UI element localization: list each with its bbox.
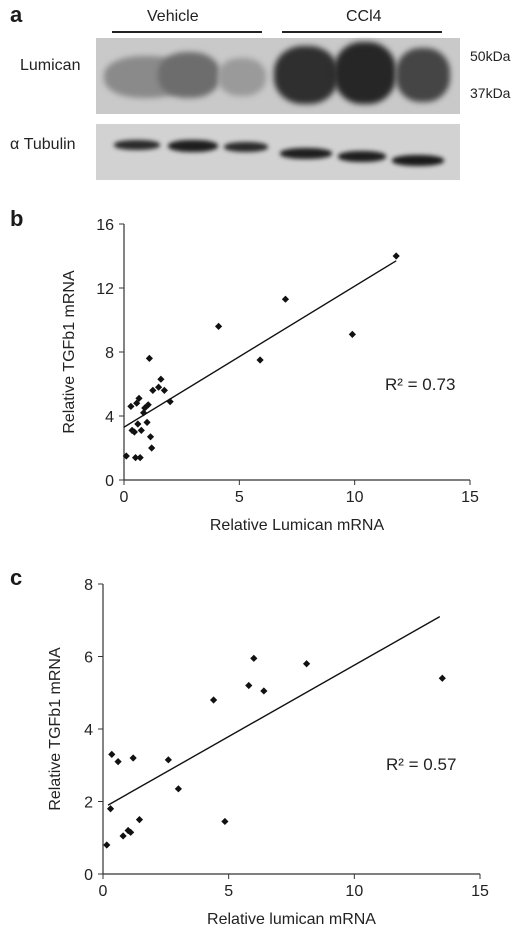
panel-b-letter: b: [10, 206, 24, 231]
data-point: [108, 750, 116, 758]
data-point: [136, 454, 144, 462]
y-tick-label: 12: [96, 281, 114, 298]
x-axis-label: Relative lumican mRNA: [207, 911, 376, 928]
data-point: [106, 805, 115, 813]
vehicle-group-label: Vehicle: [147, 8, 199, 25]
data-point: [157, 375, 165, 383]
data-point: [135, 816, 144, 824]
data-point: [103, 841, 111, 849]
scatter-chart-b: 0 5 10 15 0 4 8 12 16 Relative Lumican mRNA Relati…: [61, 217, 479, 534]
tubulin-row-label: α Tubulin: [10, 136, 76, 153]
data-point: [348, 330, 356, 338]
data-point: [143, 418, 151, 426]
y-tick-label: 0: [105, 473, 114, 490]
data-point: [137, 426, 145, 434]
tubulin-band-2: [168, 140, 218, 152]
data-point: [127, 402, 135, 410]
lumican-band-5: [334, 42, 396, 104]
data-point: [145, 354, 153, 362]
data-point: [114, 758, 122, 766]
y-tick-label: 6: [84, 650, 93, 667]
data-point: [438, 674, 446, 682]
x-axis-label: Relative Lumican mRNA: [210, 517, 385, 534]
data-point: [149, 386, 157, 394]
tubulin-blot: [96, 124, 460, 180]
y-axis-label: Relative TGFb1 mRNA: [47, 647, 64, 811]
vehicle-group-bar: [112, 31, 262, 33]
x-tick-label: 5: [235, 489, 244, 506]
data-point: [155, 383, 163, 391]
y-tick-label: 16: [96, 217, 114, 234]
data-point: [245, 681, 253, 690]
r-squared-annotation: R² = 0.73: [385, 375, 455, 394]
ccl4-group-label: CCl4: [346, 8, 382, 25]
x-tick-label: 5: [224, 883, 233, 900]
tubulin-band-4: [280, 148, 332, 159]
data-point: [214, 322, 223, 330]
panel-c-letter: c: [10, 565, 23, 590]
data-point: [133, 399, 141, 407]
data-point: [256, 356, 264, 364]
data-point: [281, 295, 290, 303]
lumican-band-2: [158, 52, 220, 98]
data-point: [166, 398, 174, 406]
tubulin-band-3: [224, 142, 268, 152]
lumican-blot: [96, 38, 460, 114]
marker-37kda-label: 37kDa: [470, 85, 511, 101]
data-point: [130, 428, 138, 436]
data-point: [148, 444, 156, 452]
lumican-band-3: [218, 58, 266, 96]
x-tick-label: 0: [120, 489, 129, 506]
x-tick-label: 10: [346, 489, 364, 506]
y-tick-label: 8: [84, 577, 93, 594]
data-point: [119, 832, 127, 840]
marker-50kda-label: 50kDa: [470, 48, 511, 64]
panel-a-letter: a: [10, 2, 23, 27]
data-point: [209, 696, 218, 704]
x-tick-label: 10: [345, 883, 363, 900]
tubulin-band-1: [114, 140, 160, 150]
lumican-row-label: Lumican: [20, 57, 81, 74]
trendline: [107, 616, 441, 806]
y-tick-label: 0: [84, 867, 93, 884]
data-point: [122, 452, 130, 460]
tubulin-band-6: [392, 155, 444, 166]
x-tick-label: 15: [461, 489, 479, 506]
lumican-band-4: [274, 46, 338, 104]
data-point: [302, 660, 311, 668]
ccl4-group-bar: [282, 31, 442, 33]
tubulin-band-5: [338, 151, 386, 162]
y-tick-label: 4: [84, 722, 93, 739]
data-point: [129, 754, 137, 762]
data-point: [250, 654, 258, 662]
data-point: [160, 386, 168, 394]
y-axis-label: Relative TGFb1 mRNA: [61, 270, 78, 434]
data-point: [392, 252, 400, 260]
y-tick-label: 2: [84, 795, 93, 812]
scatter-chart-c: 0 5 10 15 0 2 4 6 8 Relative lumican mRNA Relative…: [47, 577, 489, 928]
data-point: [164, 756, 172, 764]
lumican-band-6: [396, 48, 450, 102]
x-tick-label: 15: [471, 883, 489, 900]
y-tick-label: 4: [105, 409, 114, 426]
data-point: [260, 687, 268, 695]
data-point: [174, 785, 182, 793]
data-point: [127, 828, 135, 836]
data-point: [144, 401, 152, 409]
x-tick-label: 0: [99, 883, 108, 900]
y-tick-label: 8: [105, 345, 114, 362]
data-point: [221, 817, 229, 826]
data-point: [140, 409, 148, 417]
r-squared-annotation: R² = 0.57: [386, 755, 456, 774]
data-point: [134, 420, 142, 428]
data-point: [146, 433, 155, 441]
trendline: [123, 260, 397, 428]
